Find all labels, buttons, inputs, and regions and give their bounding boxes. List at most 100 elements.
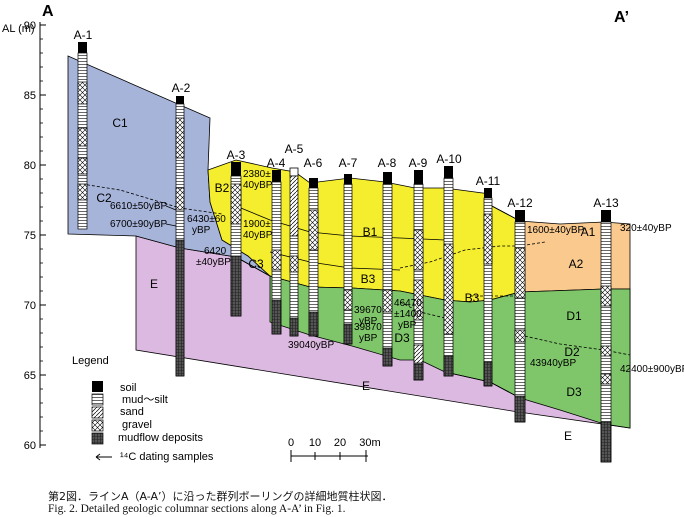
- legend-mudflow-label: mudflow deposits: [118, 432, 203, 444]
- date-label: ±40yBP: [196, 257, 231, 268]
- borehole-label: A-8: [378, 156, 397, 170]
- date-label: 39670: [354, 305, 382, 316]
- y-tick: 90: [24, 20, 36, 32]
- borehole-a5: [289, 167, 299, 337]
- borehole-a1: [77, 42, 88, 230]
- legend-sand-label: sand: [120, 406, 144, 418]
- y-tick: 60: [24, 440, 36, 452]
- y-axis-label: AL (m): [2, 23, 35, 35]
- date-label: 6700±90yBP: [110, 219, 168, 230]
- unit-label-b3a: B3: [361, 272, 376, 286]
- legend-mudflow-swatch: [91, 432, 104, 445]
- date-label: yBP: [359, 333, 378, 344]
- unit-label-a1: A1: [581, 225, 596, 239]
- borehole-a11: [483, 188, 493, 387]
- unit-label-b2: B2: [215, 181, 230, 195]
- legend-soil-swatch: [92, 381, 103, 392]
- borehole-label: A-1: [74, 28, 93, 42]
- unit-label-d2: D2: [564, 345, 580, 359]
- date-label: ±1400: [394, 309, 422, 320]
- date-label: 6420: [204, 246, 227, 257]
- unit-label-c1: C1: [112, 116, 128, 130]
- unit-label-d3a: D3: [394, 331, 410, 345]
- borehole-label: A-9: [409, 156, 428, 170]
- unit-label-eb: E: [362, 379, 370, 393]
- borehole-a3: [230, 162, 242, 317]
- borehole-a4: [271, 170, 282, 335]
- date-label: 46470: [394, 298, 422, 309]
- legend-mud-swatch: [91, 393, 104, 406]
- date-label: 1600±40yBP: [527, 225, 585, 236]
- borehole-label: A-10: [436, 152, 462, 166]
- legend-mud-label: mud～silt: [122, 394, 168, 406]
- unit-label-d3b: D3: [566, 385, 582, 399]
- scale-bar: 0 10 20 30m: [288, 437, 381, 462]
- borehole-labels: A-1 A-2 A-3 A-4 A-5 A-6 A-7 A-8 A-9 A-10…: [74, 28, 619, 210]
- borehole-label: A-2: [172, 81, 191, 95]
- date-label: 320±40yBP: [620, 223, 672, 234]
- date-label: yBP: [398, 320, 417, 331]
- borehole-a9: [413, 170, 424, 381]
- date-label: 43940yBP: [530, 358, 576, 369]
- borehole-label: A-4: [267, 156, 286, 170]
- legend-soil-label: soil: [120, 382, 137, 394]
- legend-title: Legend: [72, 355, 109, 367]
- date-label: 39870: [354, 322, 382, 333]
- borehole-a13: [600, 210, 612, 463]
- unit-label-b3b: B3: [465, 291, 480, 305]
- borehole-label: A-3: [227, 148, 246, 162]
- date-label: 40yBP: [243, 180, 273, 191]
- legend-gravel-label: gravel: [122, 419, 152, 431]
- date-label: yBP: [192, 225, 211, 236]
- dating-annotations: 6610±50yBP 6700±90yBP 6430±60 yBP 6420 ±…: [110, 169, 684, 375]
- date-label: 39040yBP: [288, 340, 334, 351]
- y-tick: 70: [24, 300, 36, 312]
- geologic-units: [67, 55, 631, 429]
- caption-english: Fig. 2. Detailed geologic columnar secti…: [48, 503, 346, 515]
- scale-tick: 20: [334, 437, 346, 449]
- y-axis: AL (m) 90 85 80 75 70 65 60: [2, 20, 46, 452]
- date-label: 6430±60: [187, 214, 226, 225]
- scale-tick: 0: [288, 437, 294, 449]
- y-tick: 80: [24, 160, 36, 172]
- unit-label-ea: E: [150, 277, 158, 291]
- section-start-label: A: [42, 3, 54, 20]
- legend-dating-label: ¹⁴C dating samples: [120, 451, 214, 463]
- unit-labels: C1 C2 C3 B2 B1 B3 B3 D3 A1 A2 D1 D2 D3 E…: [96, 116, 595, 443]
- solid-contacts: [235, 204, 521, 399]
- legend-gravel-swatch: [91, 419, 104, 432]
- date-label: 2380±: [243, 169, 271, 180]
- borehole-a10: [443, 166, 454, 377]
- legend: Legend soil mud～silt sand gravel mudflow…: [72, 355, 214, 463]
- legend-sand-swatch: [91, 406, 104, 419]
- unit-label-c3: C3: [248, 257, 264, 271]
- date-label: 40yBP: [243, 230, 273, 241]
- unit-label-c2: C2: [96, 191, 112, 205]
- legend-dating-arrow-icon: [95, 453, 112, 461]
- borehole-a6: [308, 178, 319, 337]
- section-end-label: A’: [614, 9, 629, 26]
- borehole-a12: [514, 210, 526, 423]
- unit-label-b1: B1: [363, 225, 378, 239]
- borehole-a8: [382, 172, 393, 367]
- borehole-label: A-6: [304, 156, 323, 170]
- boreholes: [77, 42, 612, 463]
- unit-label-a2: A2: [569, 257, 584, 271]
- date-label: 1900±: [243, 219, 271, 230]
- date-label: 42400±900yBP: [620, 364, 684, 375]
- y-tick: 75: [24, 230, 36, 242]
- y-tick: 85: [24, 90, 36, 102]
- date-label: 6610±50yBP: [110, 201, 168, 212]
- date-label: yBP: [359, 316, 378, 327]
- unit-label-ec: E: [564, 429, 572, 443]
- unit-label-d1: D1: [566, 309, 582, 323]
- y-tick: 65: [24, 370, 36, 382]
- borehole-a7: [343, 174, 353, 345]
- borehole-label: A-7: [339, 156, 358, 170]
- scale-tick: 30m: [359, 437, 380, 449]
- caption-japanese: 第2図．ラインA（A-A’）に沿った群列ボーリングの詳細地質柱状図．: [48, 490, 393, 503]
- borehole-label: A-11: [476, 174, 501, 188]
- borehole-label: A-5: [285, 142, 304, 156]
- borehole-label: A-13: [593, 196, 619, 210]
